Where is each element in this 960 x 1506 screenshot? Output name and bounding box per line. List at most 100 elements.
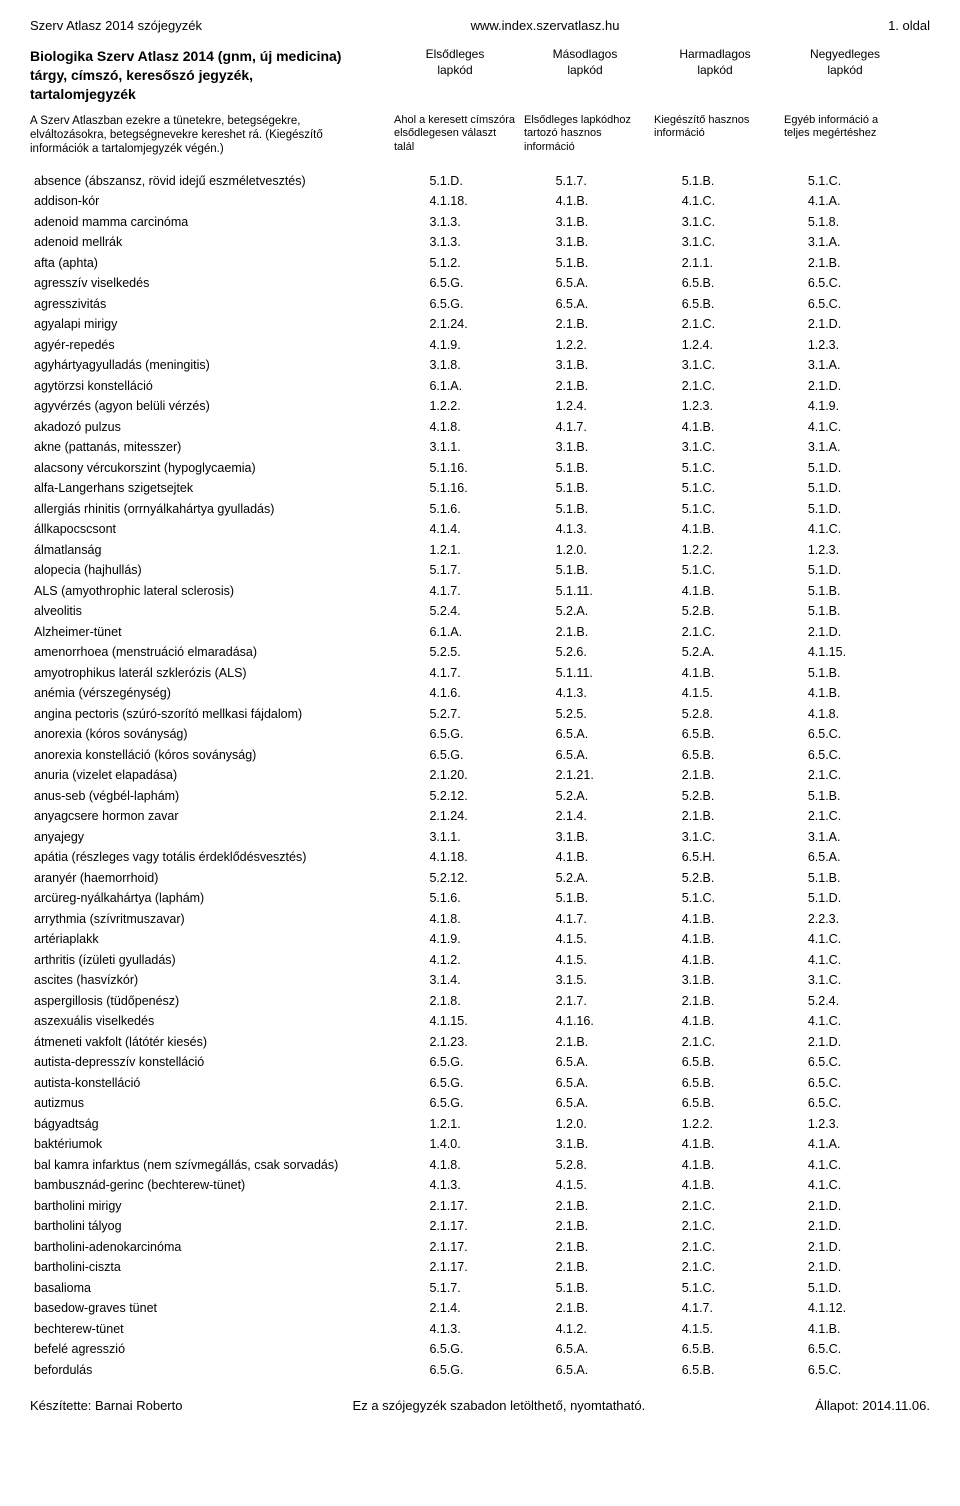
code-primary: 1.2.1. [425, 540, 551, 561]
code-primary: 5.1.16. [425, 458, 551, 479]
code-tertiary: 6.5.B. [678, 1073, 804, 1094]
term-name: ALS (amyothrophic lateral sclerosis) [30, 581, 425, 602]
code-primary: 5.2.12. [425, 786, 551, 807]
code-primary: 6.5.G. [425, 1360, 551, 1381]
code-primary: 4.1.6. [425, 683, 551, 704]
term-name: akne (pattanás, mitesszer) [30, 437, 425, 458]
table-row: arrythmia (szívritmuszavar)4.1.8.4.1.7.4… [30, 909, 930, 930]
coldef-quaternary: Negyedleges lapkód [780, 47, 910, 78]
code-primary: 2.1.23. [425, 1032, 551, 1053]
code-tertiary: 2.1.C. [678, 1237, 804, 1258]
code-secondary: 5.1.B. [552, 478, 678, 499]
code-quaternary: 6.5.C. [804, 1339, 930, 1360]
title-block: Biologika Szerv Atlasz 2014 (gnm, új med… [30, 47, 930, 104]
code-primary: 4.1.8. [425, 417, 551, 438]
code-tertiary: 4.1.B. [678, 929, 804, 950]
term-name: bartholini-ciszta [30, 1257, 425, 1278]
code-secondary: 4.1.7. [552, 909, 678, 930]
code-quaternary: 2.1.D. [804, 1257, 930, 1278]
term-name: agyhártyagyulladás (meningitis) [30, 355, 425, 376]
code-primary: 3.1.1. [425, 827, 551, 848]
coldef-secondary: Másodlagos lapkód [520, 47, 650, 78]
title-line-2: tárgy, címszó, keresőszó jegyzék, tartal… [30, 66, 360, 104]
term-name: alfa-Langerhans szigetsejtek [30, 478, 425, 499]
code-quaternary: 5.1.D. [804, 458, 930, 479]
code-primary: 2.1.24. [425, 806, 551, 827]
code-tertiary: 4.1.B. [678, 417, 804, 438]
code-tertiary: 6.5.B. [678, 745, 804, 766]
table-row: arthritis (ízületi gyulladás)4.1.2.4.1.5… [30, 950, 930, 971]
code-tertiary: 4.1.B. [678, 950, 804, 971]
code-primary: 5.1.7. [425, 1278, 551, 1299]
table-row: befordulás6.5.G.6.5.A.6.5.B.6.5.C. [30, 1360, 930, 1381]
code-tertiary: 1.2.3. [678, 396, 804, 417]
footer-left: Készítette: Barnai Roberto [30, 1398, 182, 1413]
table-row: allergiás rhinitis (orrnyálkahártya gyul… [30, 499, 930, 520]
code-tertiary: 6.5.B. [678, 1052, 804, 1073]
code-tertiary: 3.1.C. [678, 232, 804, 253]
code-secondary: 4.1.5. [552, 929, 678, 950]
table-row: anémia (vérszegénység)4.1.6.4.1.3.4.1.5.… [30, 683, 930, 704]
code-primary: 5.2.12. [425, 868, 551, 889]
code-tertiary: 2.1.C. [678, 622, 804, 643]
code-primary: 5.1.7. [425, 560, 551, 581]
code-quaternary: 2.1.D. [804, 1196, 930, 1217]
code-tertiary: 5.2.B. [678, 601, 804, 622]
code-tertiary: 6.5.B. [678, 273, 804, 294]
code-primary: 6.5.G. [425, 1073, 551, 1094]
code-tertiary: 6.5.B. [678, 1093, 804, 1114]
code-tertiary: 5.1.C. [678, 499, 804, 520]
term-name: bartholini-adenokarcinóma [30, 1237, 425, 1258]
term-name: alopecia (hajhullás) [30, 560, 425, 581]
code-primary: 4.1.8. [425, 1155, 551, 1176]
table-row: autista-depresszív konstelláció6.5.G.6.5… [30, 1052, 930, 1073]
code-primary: 4.1.18. [425, 191, 551, 212]
code-primary: 3.1.4. [425, 970, 551, 991]
code-tertiary: 6.5.H. [678, 847, 804, 868]
code-tertiary: 5.1.C. [678, 458, 804, 479]
code-secondary: 3.1.B. [552, 355, 678, 376]
footer-right: Állapot: 2014.11.06. [815, 1398, 930, 1413]
code-secondary: 4.1.5. [552, 1175, 678, 1196]
code-tertiary: 1.2.2. [678, 1114, 804, 1135]
code-secondary: 2.1.B. [552, 1216, 678, 1237]
table-row: anyagcsere hormon zavar2.1.24.2.1.4.2.1.… [30, 806, 930, 827]
description-block: A Szerv Atlaszban ezekre a tünetekre, be… [30, 114, 930, 157]
code-quaternary: 5.1.8. [804, 212, 930, 233]
table-row: alopecia (hajhullás)5.1.7.5.1.B.5.1.C.5.… [30, 560, 930, 581]
term-name: alacsony vércukorszint (hypoglycaemia) [30, 458, 425, 479]
table-row: addison-kór4.1.18.4.1.B.4.1.C.4.1.A. [30, 191, 930, 212]
code-secondary: 6.5.A. [552, 273, 678, 294]
code-quaternary: 6.5.C. [804, 745, 930, 766]
term-name: artériaplakk [30, 929, 425, 950]
table-row: agyalapi mirigy2.1.24.2.1.B.2.1.C.2.1.D. [30, 314, 930, 335]
table-row: Alzheimer-tünet6.1.A.2.1.B.2.1.C.2.1.D. [30, 622, 930, 643]
table-row: afta (aphta)5.1.2.5.1.B.2.1.1.2.1.B. [30, 253, 930, 274]
desc-col-1: Ahol a keresett címszóra elsődlegesen vá… [390, 114, 520, 155]
code-quaternary: 6.5.C. [804, 1093, 930, 1114]
document-title: Biologika Szerv Atlasz 2014 (gnm, új med… [30, 47, 360, 104]
table-row: arcüreg-nyálkahártya (laphám)5.1.6.5.1.B… [30, 888, 930, 909]
code-quaternary: 5.1.D. [804, 478, 930, 499]
term-name: Alzheimer-tünet [30, 622, 425, 643]
table-row: anuria (vizelet elapadása)2.1.20.2.1.21.… [30, 765, 930, 786]
term-name: aspergillosis (tüdőpenész) [30, 991, 425, 1012]
code-quaternary: 2.1.D. [804, 622, 930, 643]
table-row: állkapocscsont4.1.4.4.1.3.4.1.B.4.1.C. [30, 519, 930, 540]
code-tertiary: 5.2.8. [678, 704, 804, 725]
term-name: bartholini mirigy [30, 1196, 425, 1217]
code-secondary: 5.1.B. [552, 888, 678, 909]
table-row: basedow-graves tünet2.1.4.2.1.B.4.1.7.4.… [30, 1298, 930, 1319]
code-quaternary: 2.1.D. [804, 1237, 930, 1258]
code-secondary: 4.1.3. [552, 519, 678, 540]
table-row: agytörzsi konstelláció6.1.A.2.1.B.2.1.C.… [30, 376, 930, 397]
table-row: apátia (részleges vagy totális érdeklődé… [30, 847, 930, 868]
code-secondary: 5.1.B. [552, 499, 678, 520]
code-tertiary: 4.1.B. [678, 1011, 804, 1032]
table-row: akne (pattanás, mitesszer)3.1.1.3.1.B.3.… [30, 437, 930, 458]
code-primary: 3.1.3. [425, 232, 551, 253]
term-name: autizmus [30, 1093, 425, 1114]
code-primary: 5.2.5. [425, 642, 551, 663]
code-secondary: 5.1.B. [552, 253, 678, 274]
term-name: anémia (vérszegénység) [30, 683, 425, 704]
